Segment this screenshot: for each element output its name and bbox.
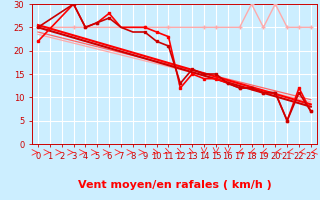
X-axis label: Vent moyen/en rafales ( km/h ): Vent moyen/en rafales ( km/h ) (77, 180, 271, 190)
